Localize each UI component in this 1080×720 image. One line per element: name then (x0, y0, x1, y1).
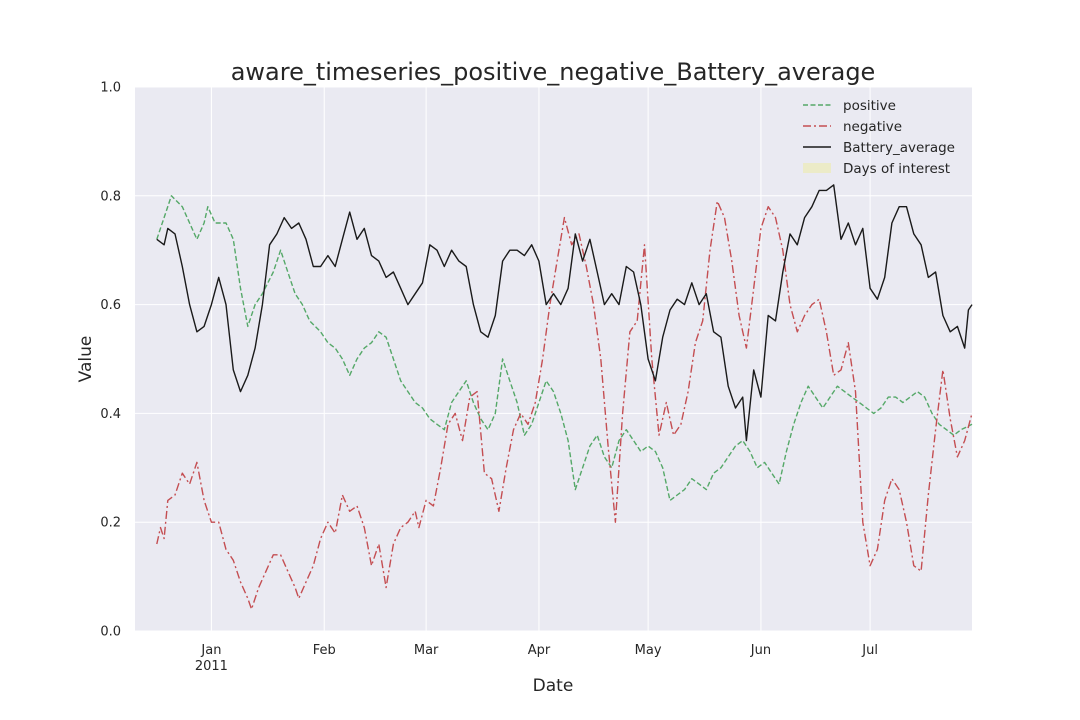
chart-title: aware_timeseries_positive_negative_Batte… (231, 58, 876, 86)
x-tick-sublabel: 2011 (195, 659, 228, 674)
series-layer (156, 184, 973, 610)
y-axis: 0.0 0.2 0.4 0.6 0.8 1.0 (100, 81, 121, 640)
x-tick-label: Jan (200, 643, 221, 658)
legend-label: positive (843, 98, 896, 114)
x-tick-label: Apr (528, 643, 551, 658)
y-tick-label: 1.0 (100, 81, 121, 96)
series-line-battery-average (156, 184, 973, 442)
legend-label: Days of interest (843, 161, 950, 177)
x-tick-label: Jun (750, 643, 771, 658)
y-tick-label: 0.0 (100, 625, 121, 640)
x-tick-label: Mar (414, 643, 439, 658)
series-line-positive (156, 195, 973, 502)
legend-label: negative (843, 119, 902, 135)
y-tick-label: 0.6 (100, 298, 121, 313)
x-axis-label: Date (533, 676, 574, 696)
series-line-negative (156, 200, 973, 610)
legend: positive negative Battery_average Days of i… (803, 98, 955, 177)
y-tick-label: 0.4 (100, 407, 121, 422)
plot-background (135, 87, 972, 631)
y-axis-label: Value (76, 336, 96, 383)
legend-label: Battery_average (843, 140, 955, 156)
x-tick-label: Feb (313, 643, 336, 658)
y-tick-label: 0.8 (100, 189, 121, 204)
x-tick-label: May (635, 643, 662, 658)
y-tick-label: 0.2 (100, 516, 121, 531)
legend-swatch (803, 163, 831, 173)
x-tick-label: Jul (861, 643, 878, 658)
